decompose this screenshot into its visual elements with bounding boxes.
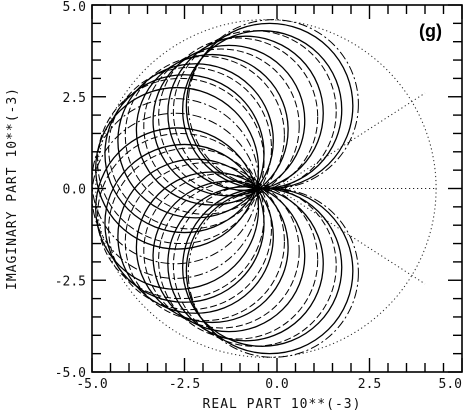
x-tick-labels: -5.0 -2.5 0.0 2.5 5.0 — [76, 377, 462, 392]
locus-circle-1-3 — [124, 55, 285, 215]
y-tick-label: 0.0 — [63, 183, 86, 198]
locus-circle-0-13 — [117, 158, 274, 314]
locus-circle-1-2 — [143, 48, 300, 204]
radial-line-0 — [276, 92, 426, 189]
locus-circle-1-9 — [124, 162, 285, 322]
locus-circle-0-12 — [135, 171, 289, 324]
radial-line-2 — [276, 188, 426, 285]
locus-circle-0-5 — [117, 63, 274, 219]
locus-circle-1-8 — [143, 173, 300, 329]
locus-circle-0-14 — [104, 143, 265, 303]
locus-circle-0-6 — [104, 74, 265, 234]
y-tick-labels: 5.0 2.5 0.0 -2.5 -5.0 — [55, 0, 86, 381]
locus-circle-2-3 — [187, 188, 359, 358]
x-axis-label: REAL PART 10**(-3) — [203, 397, 362, 412]
panel-label: (g) — [419, 21, 442, 41]
locus-circle-1-4 — [108, 66, 272, 230]
x-tick-label: -5.0 — [76, 377, 107, 392]
y-tick-label: 2.5 — [63, 91, 86, 106]
x-tick-label: -2.5 — [169, 377, 200, 392]
locus-circle-0-4 — [135, 53, 289, 206]
y-tick-label: 5.0 — [63, 0, 86, 15]
locus-circle-0-11 — [152, 180, 306, 333]
locus-circle-1-11 — [97, 132, 265, 300]
x-tick-label: 5.0 — [439, 377, 462, 392]
y-tick-label: -2.5 — [55, 274, 86, 289]
x-tick-label: 2.5 — [358, 377, 381, 392]
x-tick-label: 0.0 — [265, 377, 288, 392]
axis-ticks — [91, 4, 463, 373]
locus-circle-1-5 — [97, 77, 265, 245]
locus-circle-0-15 — [95, 127, 260, 291]
locus-circle-1-0 — [172, 30, 337, 193]
plot-content — [91, 19, 437, 358]
locus-circle-1-10 — [108, 147, 272, 311]
y-tick-label: -5.0 — [55, 366, 86, 381]
y-axis-label: IMAGINARY PART 10**(-3) — [5, 87, 20, 290]
locus-circle-1-7 — [158, 180, 319, 340]
locus-circle-0-7 — [95, 86, 260, 250]
locus-circle-1-6 — [172, 184, 337, 347]
